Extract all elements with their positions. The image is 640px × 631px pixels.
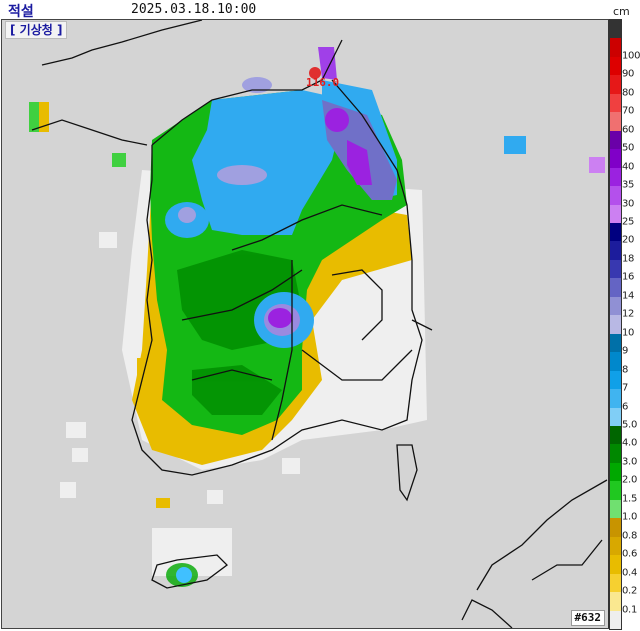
colorbar-tick-label: 8: [622, 364, 629, 376]
colorbar-segment: [610, 518, 621, 537]
colorbar-segment: [610, 259, 621, 279]
colorbar-tick-label: 90: [622, 68, 635, 80]
colorbar-tick-label: 100: [622, 50, 640, 62]
colorbar-segment: [610, 38, 621, 57]
colorbar-segment: [610, 93, 621, 113]
colorbar-tick-label: 20: [622, 234, 635, 246]
colorbar-segment: [610, 370, 621, 390]
snowfall-map[interactable]: [ 기상청 ] 116.0 #632: [1, 19, 610, 629]
colorbar-tick-label: 6: [622, 401, 629, 413]
colorbar-segment: [610, 481, 621, 500]
colorbar-labels: 100 90 80 70 60 50 40 35 30 25 20 18 16 14 12 10 9 8 7 6 5.0…: [622, 19, 640, 628]
colorbar-tick-label: 7: [622, 382, 629, 394]
colorbar-tick-label: 0.4: [622, 567, 638, 579]
colorbar-tick-label: 14: [622, 290, 635, 302]
colorbar-segment: [610, 56, 621, 76]
colorbar-segment: [610, 167, 621, 187]
colorbar-tick-label: 30: [622, 198, 635, 210]
colorbar-segment: [610, 462, 621, 482]
colorbar-tick-label: 1.5: [622, 493, 638, 505]
colorbar-tick-label: 50: [622, 142, 635, 154]
product-title: 적설: [8, 4, 34, 20]
colorbar-tick-label: 70: [622, 105, 635, 117]
boundaries: [31, 20, 608, 628]
colorbar-tick-label: 35: [622, 179, 635, 191]
colorbar-segment: [610, 278, 621, 297]
snowfall-map-graphic: [29, 20, 608, 628]
colorbar-tick-label: 80: [622, 87, 635, 99]
legend-unit: cm: [613, 5, 630, 18]
colorbar-segment: [610, 112, 621, 131]
colorbar-segment: [610, 186, 621, 205]
colorbar-segment: [610, 75, 621, 94]
colorbar-tick-label: 3.0: [622, 456, 638, 468]
colorbar-tick-label: 0.8: [622, 530, 638, 542]
colorbar-segment: [610, 573, 621, 593]
colorbar-tick-label: 0.1: [622, 604, 638, 616]
colorbar-segment: [610, 389, 621, 408]
colorbar-segment: [610, 241, 621, 260]
colorbar-segment: [610, 333, 621, 353]
colorbar-tick-label: 5.0: [622, 419, 638, 431]
colorbar-segment: [610, 149, 621, 168]
colorbar-tick-label: 18: [622, 253, 635, 265]
colorbar-segment: [610, 425, 621, 445]
colorbar: [609, 19, 622, 630]
colorbar-segment: [610, 444, 621, 463]
colorbar-segment: [610, 536, 621, 556]
colorbar-tick-label: 60: [622, 124, 635, 136]
colorbar-segment: [610, 352, 621, 371]
colorbar-tick-label: 1.0: [622, 511, 638, 523]
colorbar-tick-label: 2.0: [622, 474, 638, 486]
colorbar-segment: [610, 499, 621, 519]
colorbar-segment: [610, 130, 621, 150]
snow-20-50cm: [268, 47, 605, 328]
colorbar-segment: [610, 610, 621, 629]
station-count: #632: [570, 610, 605, 626]
colorbar-segment: [610, 222, 621, 242]
colorbar-tick-label: 0.6: [622, 548, 638, 560]
colorbar-segment: [610, 407, 621, 426]
colorbar-segment: [610, 592, 621, 611]
colorbar-segment: [610, 315, 621, 334]
colorbar-tick-label: 4.0: [622, 437, 638, 449]
colorbar-segment: [610, 20, 621, 39]
valid-datetime: 2025.03.18.10:00: [131, 2, 257, 17]
colorbar-segment: [610, 204, 621, 223]
colorbar-segment: [610, 555, 621, 574]
colorbar-segment: [610, 296, 621, 316]
colorbar-tick-label: 25: [622, 216, 635, 228]
colorbar-tick-label: 10: [622, 327, 635, 339]
max-snow-marker-label: 116.0: [306, 76, 340, 89]
colorbar-tick-label: 16: [622, 271, 635, 283]
colorbar-tick-label: 12: [622, 308, 635, 320]
island-snow-patches: [29, 102, 126, 167]
colorbar-tick-label: 40: [622, 161, 635, 173]
agency-label: [ 기상청 ]: [5, 21, 68, 39]
colorbar-tick-label: 9: [622, 345, 629, 357]
snow-peak: [309, 67, 321, 79]
colorbar-tick-label: 0.2: [622, 585, 638, 597]
